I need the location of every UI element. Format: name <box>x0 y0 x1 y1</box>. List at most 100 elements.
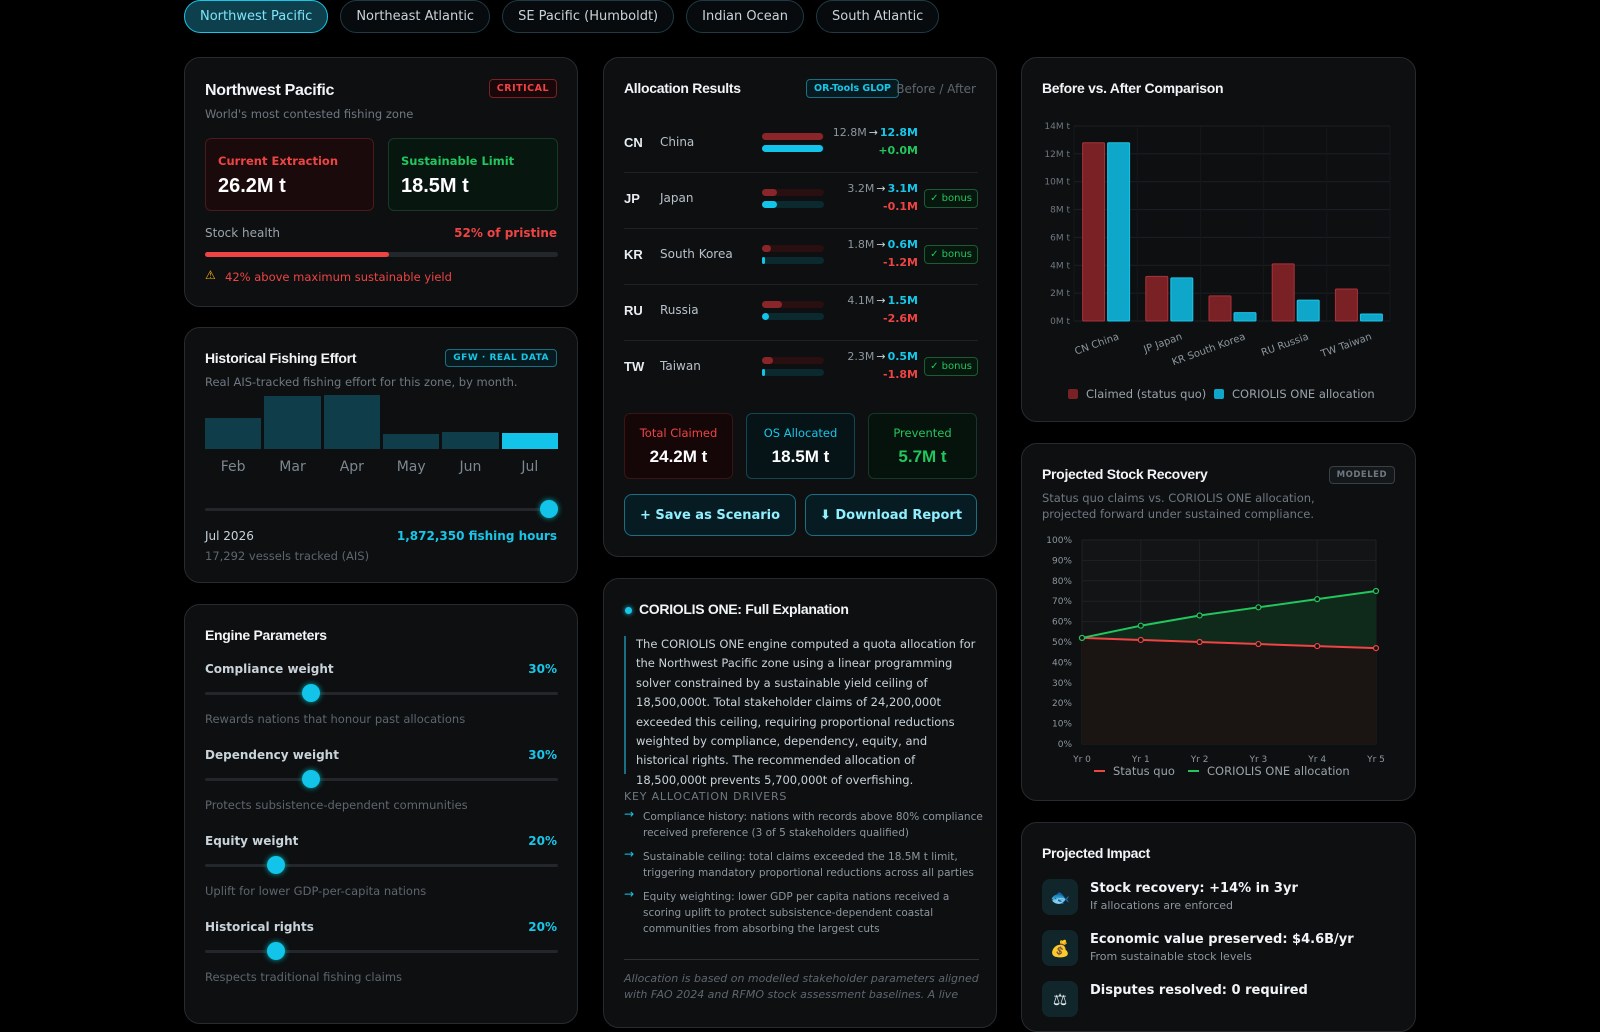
tab-northwest-pacific[interactable]: Northwest Pacific <box>184 0 329 33</box>
recovery-card: Projected Stock Recovery MODELED Status … <box>1021 443 1416 801</box>
status-quo-point <box>1137 636 1144 644</box>
country-name: China <box>660 135 695 149</box>
month-slider-thumb[interactable] <box>540 500 558 518</box>
y-tick-label: 14M t <box>1044 122 1070 132</box>
arrow-icon: → <box>876 238 886 251</box>
comparison-bar-chart: 0M t 2M t 4M t 6M t 8M t 10M t 12M t 14M t CN Ch… <box>1044 122 1391 368</box>
bar-ru-allocated <box>1296 299 1320 322</box>
zone-title: Northwest Pacific <box>205 82 335 99</box>
alloc-bar-track <box>762 313 824 320</box>
scales-icon: ⚖ <box>1042 981 1078 1017</box>
month-slider-track[interactable] <box>205 508 558 511</box>
coriolis-point <box>1314 596 1321 603</box>
legend-allocation-swatch <box>1214 389 1224 399</box>
param-value: 20% <box>528 920 557 934</box>
y-tick-label: 8M t <box>1050 206 1070 216</box>
impact-headline: Economic value preserved: $4.6B/yr <box>1090 932 1354 947</box>
y-tick-label: 10M t <box>1044 178 1070 188</box>
impact-detail: If allocations are enforced <box>1090 899 1233 912</box>
x-tick-text: JP Japan <box>1141 331 1183 355</box>
coriolis-point <box>1372 587 1380 595</box>
region-tabs: Northwest Pacific Northeast Atlantic SE … <box>184 0 940 33</box>
month-label: Jul <box>521 459 539 475</box>
allocation-row-cn: CN China 12.8M → 12.8M +0.0M <box>604 116 998 172</box>
alloc-bar-track <box>762 369 824 376</box>
y-tick-label: 12M t <box>1044 150 1070 160</box>
country-code: JP <box>624 191 640 206</box>
legend-status-quo-label: Status quo <box>1113 764 1175 778</box>
x-tick-label: Yr 5 <box>1366 755 1385 764</box>
driver-item: Sustainable ceiling: total claims exceed… <box>643 851 974 879</box>
os-allocated-label: OS Allocated <box>763 426 838 440</box>
tab-indian-ocean[interactable]: Indian Ocean <box>686 0 804 33</box>
impact-headline: Stock recovery: +14% in 3yr <box>1090 881 1298 896</box>
param-slider-thumb[interactable] <box>301 770 320 788</box>
bonus-badge: ✓ bonus <box>924 189 978 208</box>
bonus-badge: ✓ bonus <box>924 357 978 376</box>
y-tick-label: 60% <box>1052 618 1072 628</box>
x-tick-label: Yr 2 <box>1190 755 1209 764</box>
before-after-values: 3.2M → 3.1M <box>847 182 918 195</box>
explanation-rule <box>624 636 626 774</box>
param-slider-track[interactable] <box>205 864 558 867</box>
stock-health-value: 52% of pristine <box>454 226 557 240</box>
comparison-title: Before vs. After Comparison <box>1042 80 1224 96</box>
tab-se-pacific[interactable]: SE Pacific (Humboldt) <box>502 0 675 33</box>
x-tick-text: TW Taiwan <box>1319 331 1374 360</box>
param-slider-track[interactable] <box>205 778 558 781</box>
country-code: RU <box>624 303 643 318</box>
param-value: 30% <box>528 662 557 676</box>
param-slider-thumb[interactable] <box>266 856 285 874</box>
zone-card: Northwest Pacific World's most contested… <box>184 57 578 307</box>
param-slider-track[interactable] <box>205 950 558 953</box>
param-label: Historical rights <box>205 920 314 934</box>
footnote: Allocation is based on modelled stakehol… <box>624 972 979 1001</box>
alloc-bar-track <box>762 201 824 208</box>
country-name: Russia <box>660 303 699 317</box>
y-tick-label: 30% <box>1052 679 1072 689</box>
history-subtitle: Real AIS-tracked fishing effort for this… <box>205 375 518 389</box>
effort-bar-apr <box>323 394 380 449</box>
claim-bar <box>762 189 778 196</box>
alloc-bar <box>762 257 765 264</box>
x-tick-label: KR South Korea <box>1171 331 1247 368</box>
bar-cn-claimed <box>1082 142 1106 322</box>
delta-value: +0.0M <box>878 144 918 157</box>
month-label: May <box>396 459 426 475</box>
arrow-icon: → <box>876 294 886 307</box>
effort-bar-jun <box>442 431 499 449</box>
effort-bar-jul <box>501 433 558 449</box>
effort-bar-mar <box>264 395 321 449</box>
bar-tw-claimed <box>1334 288 1358 322</box>
allocation-row-tw: TW Taiwan 2.3M → 0.5M -1.8M ✓ bonus <box>604 340 998 396</box>
y-tick-label: 6M t <box>1050 233 1070 243</box>
stock-health-track <box>205 252 558 257</box>
sustainable-limit-box: Sustainable Limit 18.5M t <box>388 138 558 211</box>
param-description: Uplift for lower GDP-per-capita nations <box>205 884 427 898</box>
bonus-badge: ✓ bonus <box>924 245 978 264</box>
param-description: Rewards nations that honour past allocat… <box>205 712 466 726</box>
before-after-toggle[interactable]: Before / After <box>896 82 976 96</box>
history-title: Historical Fishing Effort <box>205 350 357 366</box>
save-scenario-button[interactable]: + Save as Scenario <box>624 494 796 536</box>
coriolis-point <box>1255 604 1262 611</box>
status-quo-fill <box>1082 637 1376 744</box>
legend-allocation-label: CORIOLIS ONE allocation <box>1232 387 1375 401</box>
tab-northeast-atlantic[interactable]: Northeast Atlantic <box>340 0 491 33</box>
tab-south-atlantic[interactable]: South Atlantic <box>815 0 940 33</box>
status-quo-point <box>1255 640 1262 648</box>
x-tick-text: KR South Korea <box>1171 331 1247 368</box>
y-tick-label: 100% <box>1046 536 1072 546</box>
param-slider-thumb[interactable] <box>266 942 285 960</box>
param-slider-track[interactable] <box>205 692 558 695</box>
delta-value: -1.2M <box>883 256 918 269</box>
download-report-button[interactable]: ⬇ Download Report <box>805 494 977 536</box>
total-claimed-box: Total Claimed 24.2M t <box>624 413 733 479</box>
row-divider <box>624 172 978 173</box>
claim-bar <box>762 357 773 364</box>
country-code: TW <box>624 359 645 374</box>
claim-bar-track <box>762 245 824 252</box>
after-value: 0.5M <box>887 350 918 363</box>
param-slider-thumb[interactable] <box>301 684 320 702</box>
impact-headline: Disputes resolved: 0 required <box>1090 983 1308 998</box>
